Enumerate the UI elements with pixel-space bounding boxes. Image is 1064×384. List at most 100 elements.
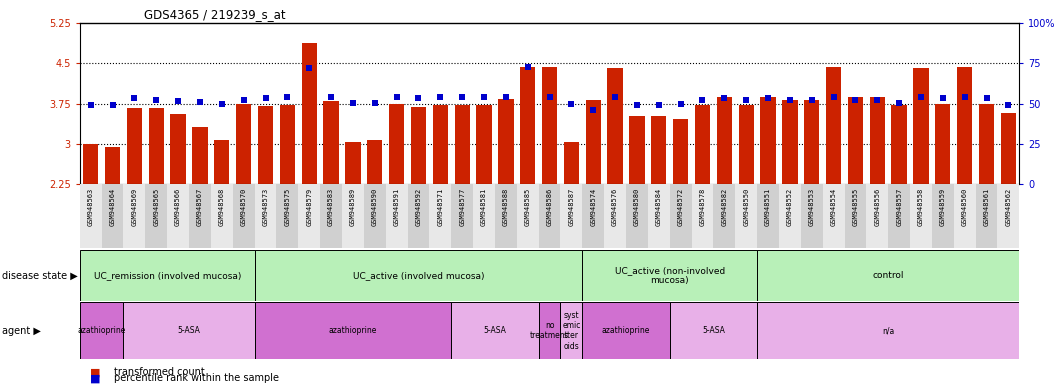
Bar bbox=[669, 184, 692, 248]
Text: transformed count: transformed count bbox=[114, 367, 204, 377]
Bar bbox=[629, 116, 645, 184]
Bar bbox=[301, 43, 317, 184]
Bar bbox=[123, 302, 254, 359]
Bar bbox=[411, 108, 426, 184]
Text: GSM948579: GSM948579 bbox=[306, 187, 312, 226]
Bar bbox=[997, 184, 1019, 248]
Bar bbox=[761, 97, 776, 184]
Text: GSM948582: GSM948582 bbox=[721, 187, 728, 226]
Bar bbox=[585, 100, 601, 184]
Text: GSM948553: GSM948553 bbox=[809, 187, 815, 226]
Text: GSM948592: GSM948592 bbox=[415, 187, 421, 226]
Bar bbox=[561, 302, 582, 359]
Bar bbox=[345, 142, 361, 184]
Bar bbox=[848, 97, 863, 184]
Bar bbox=[822, 184, 845, 248]
Bar bbox=[801, 184, 822, 248]
Bar bbox=[433, 105, 448, 184]
Bar bbox=[888, 184, 910, 248]
Bar bbox=[979, 104, 994, 184]
Text: GSM948575: GSM948575 bbox=[284, 187, 290, 226]
Bar bbox=[214, 140, 230, 184]
Bar bbox=[582, 184, 604, 248]
Bar bbox=[149, 108, 164, 184]
Bar bbox=[520, 67, 535, 184]
Text: GSM948554: GSM948554 bbox=[831, 187, 836, 226]
Bar bbox=[454, 105, 470, 184]
Bar bbox=[869, 97, 885, 184]
Text: GSM948561: GSM948561 bbox=[983, 187, 990, 226]
Text: GSM948573: GSM948573 bbox=[263, 187, 268, 226]
Bar bbox=[80, 184, 102, 248]
Bar bbox=[389, 104, 404, 184]
Text: GSM948557: GSM948557 bbox=[896, 187, 902, 226]
Text: agent ▶: agent ▶ bbox=[2, 326, 41, 336]
Bar bbox=[542, 67, 558, 184]
Bar bbox=[892, 105, 907, 184]
Bar bbox=[648, 184, 669, 248]
Bar bbox=[564, 142, 579, 184]
Bar bbox=[738, 105, 754, 184]
Bar bbox=[280, 105, 295, 184]
Bar bbox=[189, 184, 211, 248]
Text: GSM948563: GSM948563 bbox=[87, 187, 94, 226]
Bar bbox=[320, 184, 342, 248]
Text: 5-ASA: 5-ASA bbox=[483, 326, 506, 335]
Text: GSM948585: GSM948585 bbox=[525, 187, 531, 226]
Bar bbox=[233, 184, 254, 248]
Text: GSM948571: GSM948571 bbox=[437, 187, 444, 226]
Text: azathioprine: azathioprine bbox=[78, 326, 126, 335]
Bar bbox=[695, 105, 710, 184]
Text: GSM948583: GSM948583 bbox=[328, 187, 334, 226]
Bar bbox=[674, 119, 688, 184]
Bar bbox=[167, 184, 189, 248]
Bar bbox=[254, 184, 277, 248]
Bar bbox=[779, 184, 801, 248]
Bar bbox=[451, 302, 538, 359]
Bar bbox=[538, 302, 561, 359]
Bar bbox=[451, 184, 473, 248]
Bar bbox=[170, 114, 186, 184]
Bar bbox=[367, 140, 382, 184]
Bar bbox=[236, 104, 251, 184]
Text: GSM948560: GSM948560 bbox=[962, 187, 967, 226]
Text: azathioprine: azathioprine bbox=[329, 326, 377, 335]
Bar bbox=[211, 184, 233, 248]
Bar bbox=[146, 184, 167, 248]
Text: UC_active (involved mucosa): UC_active (involved mucosa) bbox=[352, 271, 484, 280]
Bar bbox=[692, 184, 714, 248]
Text: GSM948590: GSM948590 bbox=[371, 187, 378, 226]
Text: GSM948574: GSM948574 bbox=[591, 187, 596, 226]
Bar bbox=[477, 105, 492, 184]
Bar bbox=[582, 302, 669, 359]
Bar bbox=[1001, 113, 1016, 184]
Bar bbox=[495, 184, 517, 248]
Bar bbox=[538, 184, 561, 248]
Text: disease state ▶: disease state ▶ bbox=[2, 270, 78, 281]
Text: GSM948551: GSM948551 bbox=[765, 187, 771, 226]
Text: GSM948570: GSM948570 bbox=[240, 187, 247, 226]
Bar bbox=[714, 184, 735, 248]
Bar bbox=[604, 184, 626, 248]
Text: GSM948558: GSM948558 bbox=[918, 187, 924, 226]
Text: GSM948565: GSM948565 bbox=[153, 187, 160, 226]
Bar bbox=[430, 184, 451, 248]
Bar bbox=[83, 144, 98, 184]
Bar bbox=[735, 184, 758, 248]
Bar bbox=[408, 184, 430, 248]
Bar bbox=[323, 101, 338, 184]
Bar bbox=[608, 68, 622, 184]
Bar bbox=[127, 108, 143, 184]
Bar bbox=[193, 127, 207, 184]
Text: azathioprine: azathioprine bbox=[602, 326, 650, 335]
Text: GSM948559: GSM948559 bbox=[940, 187, 946, 226]
Text: GDS4365 / 219239_s_at: GDS4365 / 219239_s_at bbox=[144, 8, 285, 21]
Text: GSM948567: GSM948567 bbox=[197, 187, 203, 226]
Text: GSM948572: GSM948572 bbox=[678, 187, 684, 226]
Text: GSM948589: GSM948589 bbox=[350, 187, 356, 226]
Bar bbox=[651, 116, 666, 184]
Text: control: control bbox=[872, 271, 904, 280]
Text: GSM948562: GSM948562 bbox=[1005, 187, 1012, 226]
Text: no
treatment: no treatment bbox=[530, 321, 569, 340]
Text: ■: ■ bbox=[90, 373, 101, 383]
